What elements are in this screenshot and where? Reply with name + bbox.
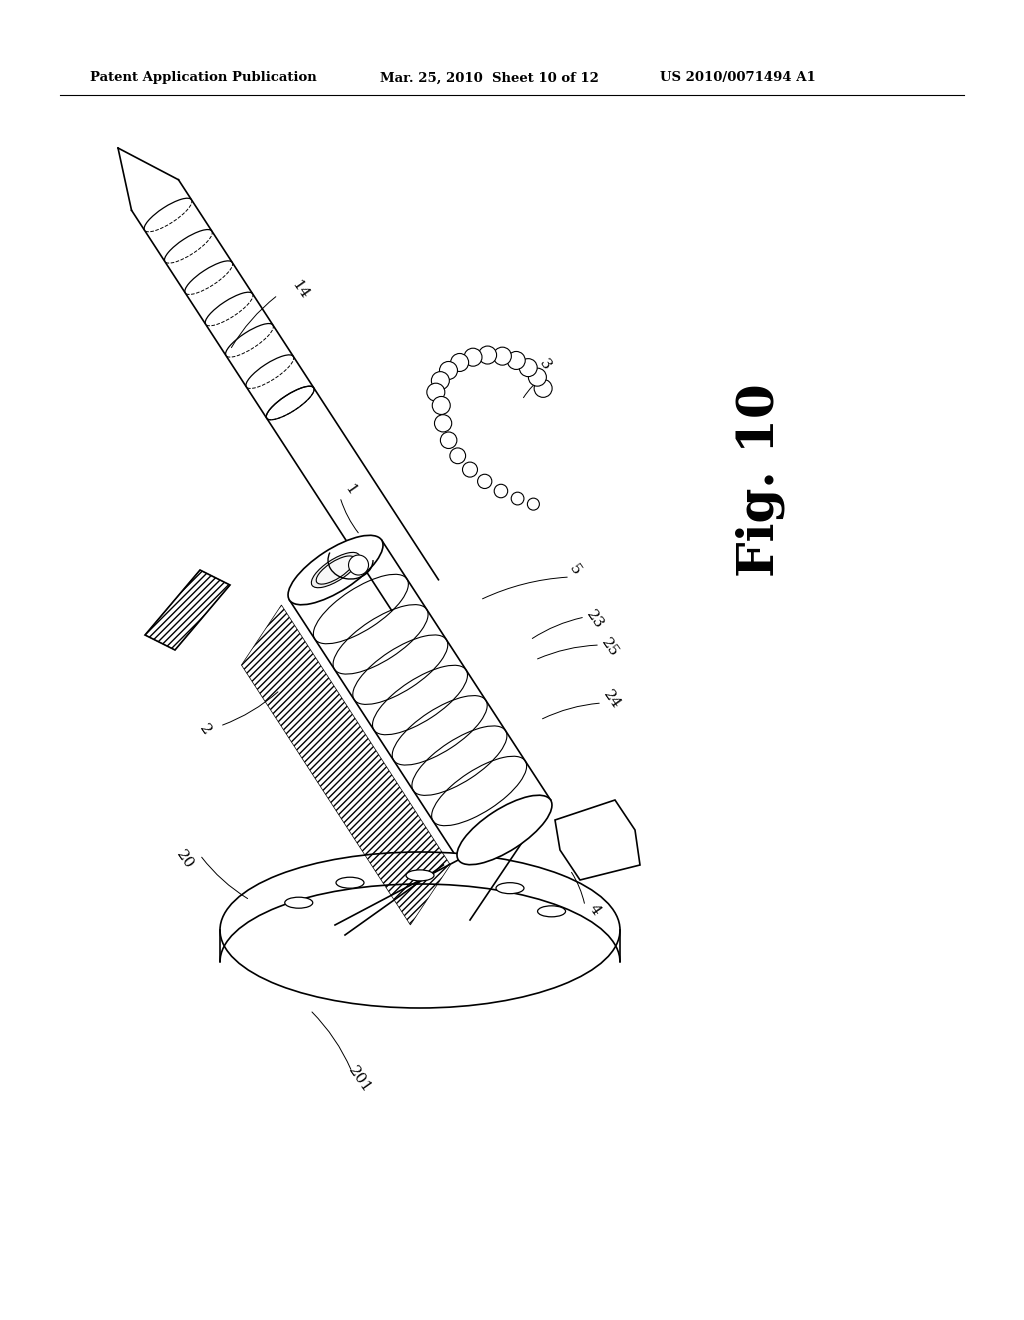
Text: 3: 3	[537, 356, 554, 374]
Circle shape	[427, 383, 444, 401]
Circle shape	[477, 474, 492, 488]
Text: Fig. 10: Fig. 10	[735, 383, 784, 577]
Text: 24: 24	[601, 688, 624, 711]
Circle shape	[464, 348, 482, 366]
Ellipse shape	[538, 906, 565, 917]
Ellipse shape	[496, 883, 524, 894]
Circle shape	[495, 484, 508, 498]
Circle shape	[431, 372, 450, 389]
Text: US 2010/0071494 A1: US 2010/0071494 A1	[660, 71, 816, 84]
Polygon shape	[555, 800, 640, 880]
Circle shape	[432, 396, 451, 414]
Polygon shape	[145, 570, 230, 649]
Text: 4: 4	[587, 902, 603, 917]
Text: Mar. 25, 2010  Sheet 10 of 12: Mar. 25, 2010 Sheet 10 of 12	[380, 71, 599, 84]
Ellipse shape	[285, 898, 312, 908]
Circle shape	[511, 492, 524, 506]
Text: 201: 201	[346, 1064, 374, 1096]
Circle shape	[450, 447, 466, 463]
Circle shape	[527, 498, 540, 510]
Circle shape	[434, 414, 452, 432]
Circle shape	[451, 354, 469, 371]
Circle shape	[478, 346, 497, 364]
Circle shape	[535, 379, 552, 397]
Text: 2: 2	[197, 722, 214, 738]
Circle shape	[528, 368, 547, 387]
Ellipse shape	[288, 536, 383, 605]
Ellipse shape	[457, 795, 552, 865]
Circle shape	[440, 432, 457, 449]
Circle shape	[519, 359, 538, 376]
Text: 1: 1	[341, 482, 358, 498]
Text: 25: 25	[599, 636, 622, 660]
Ellipse shape	[406, 870, 434, 880]
Ellipse shape	[336, 878, 364, 888]
Ellipse shape	[316, 556, 355, 585]
Circle shape	[439, 362, 458, 379]
Text: 20: 20	[174, 847, 197, 873]
Circle shape	[463, 462, 477, 477]
Text: 5: 5	[566, 562, 584, 578]
Circle shape	[507, 351, 525, 370]
Text: 14: 14	[289, 279, 311, 302]
Text: Patent Application Publication: Patent Application Publication	[90, 71, 316, 84]
Circle shape	[494, 347, 511, 366]
Circle shape	[348, 554, 369, 576]
Ellipse shape	[220, 851, 620, 1008]
Ellipse shape	[311, 552, 359, 587]
Text: 23: 23	[584, 609, 606, 632]
